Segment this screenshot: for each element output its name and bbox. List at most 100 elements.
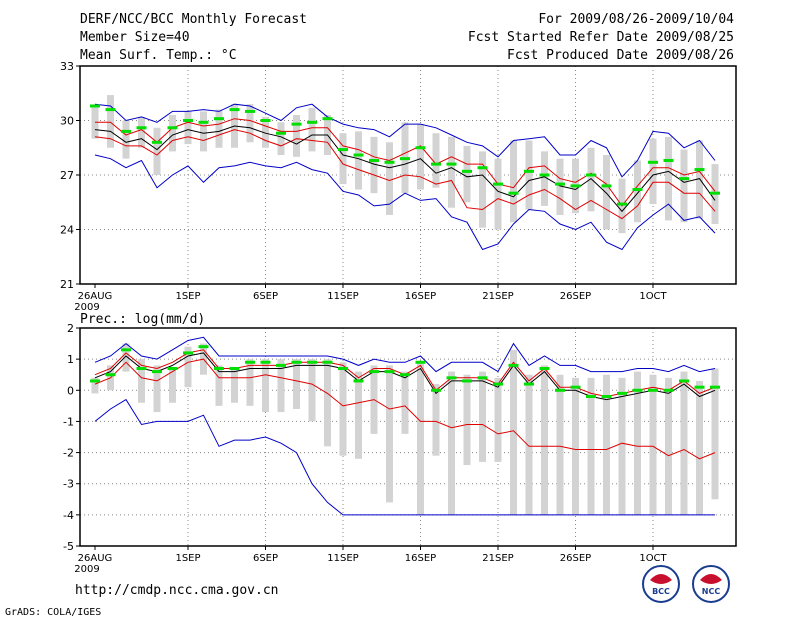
- box-bar: [386, 142, 393, 215]
- box-bar: [556, 158, 564, 215]
- box-bar: [91, 377, 99, 394]
- y-tick-label: -3: [63, 478, 74, 491]
- y-tick-label: -4: [63, 509, 74, 522]
- median-mark: [152, 140, 162, 144]
- box-bar: [355, 131, 362, 190]
- median-mark: [307, 120, 317, 124]
- box-bar: [510, 140, 517, 223]
- grads-credit: GrADS: COLA/IGES: [5, 607, 102, 618]
- x-tick-label: 26AUG: [78, 553, 113, 564]
- x-tick-label: 16SEP: [405, 291, 436, 302]
- series-lower-line: [94, 129, 716, 220]
- box-bar: [696, 140, 703, 219]
- x-tick-label: 6SEP: [253, 553, 278, 564]
- median-mark: [524, 382, 534, 386]
- median-mark: [245, 109, 255, 113]
- box-bar: [494, 377, 502, 462]
- box-bar: [432, 133, 440, 188]
- median-mark: [493, 382, 503, 386]
- box-bar: [711, 368, 719, 500]
- box-bar: [246, 104, 254, 143]
- median-mark: [322, 117, 333, 121]
- member-size: Member Size=40: [80, 30, 190, 45]
- median-mark: [555, 388, 565, 392]
- median-mark: [384, 160, 395, 164]
- x-tick-label: 21SEP: [482, 553, 513, 564]
- median-mark: [245, 360, 255, 364]
- median-mark: [322, 360, 333, 364]
- median-mark: [462, 169, 472, 173]
- produced-date: Fcst Produced Date 2009/08/26: [507, 48, 734, 63]
- box-bar: [525, 374, 533, 515]
- prec-title: Prec.: log(mm/d): [80, 312, 206, 327]
- median-mark: [369, 158, 379, 162]
- x-tick-label: 1SEP: [175, 553, 200, 564]
- ncc-logo-text: NCC: [702, 587, 721, 596]
- footer-url[interactable]: http://cmdp.ncc.cma.gov.cn: [75, 583, 279, 598]
- box-bar: [138, 359, 145, 403]
- median-mark: [586, 395, 596, 399]
- median-mark: [291, 122, 302, 126]
- median-mark: [710, 191, 720, 195]
- ncc-logo: NCC: [692, 565, 730, 603]
- box-bar: [680, 371, 688, 515]
- y-tick-label: -5: [63, 540, 74, 553]
- x-tick-label: 1SEP: [175, 291, 200, 302]
- x-tick-label: 26SEP: [560, 291, 591, 302]
- median-mark: [276, 131, 286, 135]
- box-bar: [308, 359, 316, 422]
- box-bar: [417, 124, 424, 190]
- median-mark: [291, 360, 302, 364]
- median-mark: [90, 104, 100, 108]
- median-mark: [338, 366, 348, 370]
- box-bar: [463, 145, 471, 203]
- box-bar: [122, 120, 130, 159]
- median-mark: [183, 119, 193, 122]
- box-bar: [525, 140, 533, 210]
- median-mark: [353, 153, 364, 157]
- median-mark: [198, 120, 209, 124]
- box-bar: [339, 133, 347, 185]
- x-tick-label: 26SEP: [560, 553, 591, 564]
- box-bar: [417, 362, 424, 515]
- median-mark: [524, 169, 534, 173]
- median-mark: [493, 182, 503, 186]
- box-bar: [231, 368, 238, 403]
- x-tick-label: 1OCT: [639, 291, 667, 302]
- y-tick-label: -1: [63, 415, 74, 428]
- median-mark: [415, 360, 426, 364]
- x-tick-year: 2009: [74, 302, 99, 313]
- median-mark: [167, 366, 178, 370]
- variable-label: Mean Surf. Temp.: °C: [80, 48, 237, 63]
- box-bar: [184, 111, 192, 145]
- median-mark: [508, 191, 519, 195]
- series-min-line: [94, 154, 716, 251]
- box-bar: [541, 151, 548, 206]
- box-bar: [308, 107, 316, 152]
- median-mark: [601, 184, 612, 188]
- box-bar: [386, 365, 393, 503]
- median-mark: [121, 129, 131, 133]
- x-tick-label: 6SEP: [253, 291, 278, 302]
- forecast-period: For 2009/08/26-2009/10/04: [538, 12, 734, 27]
- box-bar: [448, 371, 455, 515]
- box-bar: [634, 160, 641, 223]
- median-mark: [477, 376, 488, 380]
- box-bar: [184, 346, 192, 388]
- box-bar: [153, 365, 161, 413]
- median-mark: [260, 360, 271, 364]
- median-mark: [229, 366, 240, 370]
- box-bar: [293, 115, 300, 157]
- median-mark: [400, 157, 410, 161]
- median-mark: [694, 168, 705, 172]
- median-mark: [307, 360, 317, 364]
- x-tick-label: 26AUG: [78, 291, 113, 302]
- median-mark: [555, 182, 565, 186]
- y-tick-label: 1: [67, 353, 74, 366]
- x-tick-label: 1OCT: [639, 553, 667, 564]
- box-bar: [153, 127, 161, 175]
- plot-frame: [79, 327, 737, 547]
- median-mark: [400, 373, 410, 377]
